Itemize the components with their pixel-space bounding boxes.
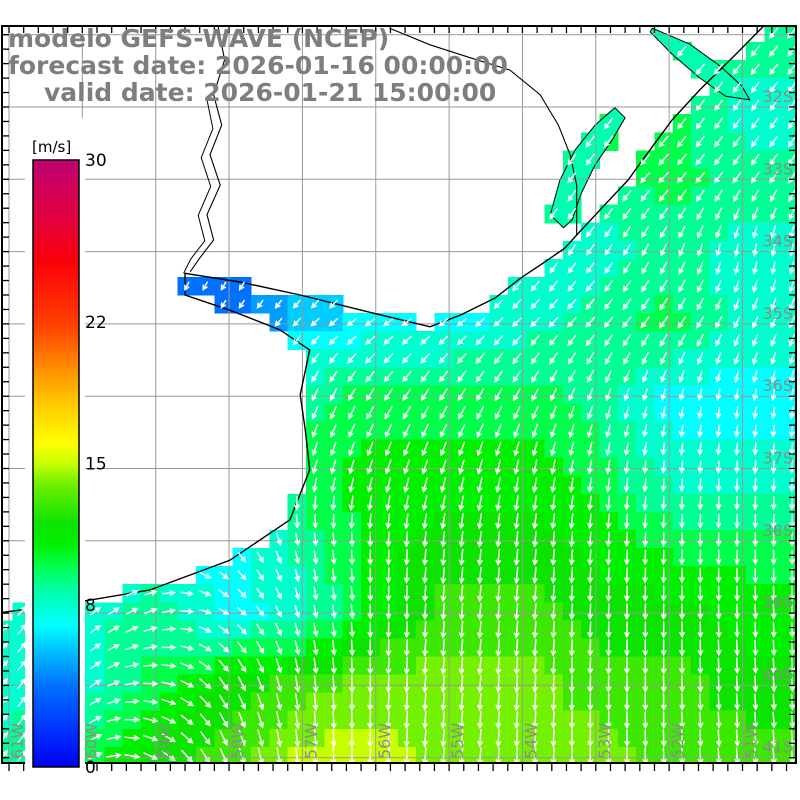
lon-label: 59W (155, 723, 174, 759)
map-frame (1, 25, 797, 764)
river-uruguay-bank (183, 99, 214, 274)
lon-label: 58W (228, 723, 247, 759)
lat-label: 41S (762, 738, 793, 757)
map-title-valid-date: valid date: 2026-01-21 15:00:00 (44, 78, 497, 107)
lat-label: 32S (762, 87, 793, 106)
colorbar: [m/s] 30 22 15 8 0 (25, 118, 107, 782)
map-title-forecast-date: forecast date: 2026-01-16 00:00:00 (8, 51, 508, 80)
graticule-labels: 61W 60W 59W 58W 57W 56W 55W 54W 53W 52W 51W 32S 33S 3… (8, 87, 793, 759)
lon-label: 54W (521, 723, 540, 759)
lon-label: 56W (375, 723, 394, 759)
lat-label: 36S (762, 376, 793, 395)
colorbar-tick-label: 22 (85, 313, 107, 333)
axis-ticks (2, 26, 796, 771)
country-border (389, 27, 578, 235)
coastline (1, 26, 764, 614)
lon-label: 60W (81, 723, 100, 759)
colorbar-unit-label: [m/s] (32, 138, 71, 156)
lon-label: 51W (742, 723, 761, 759)
colorbar-gradient (32, 159, 80, 768)
lon-label: 55W (448, 723, 467, 759)
lat-label: 37S (762, 449, 793, 468)
lon-label: 53W (595, 723, 614, 759)
river-uruguay (189, 25, 226, 273)
lat-label: 40S (762, 665, 793, 684)
lon-label: 57W (301, 723, 320, 759)
map-title-model: modelo GEFS-WAVE (NCEP) (8, 24, 390, 53)
lat-label: 38S (762, 521, 793, 540)
lon-label: 61W (8, 723, 27, 759)
lat-label: 35S (762, 304, 793, 323)
colorbar-tick-label: 30 (85, 151, 107, 171)
lat-label: 34S (762, 232, 793, 251)
lon-label: 52W (668, 723, 687, 759)
colorbar-tick-label: 8 (85, 596, 96, 616)
colorbar-tick-label: 15 (85, 455, 107, 475)
lat-label: 33S (762, 159, 793, 178)
lat-label: 39S (762, 593, 793, 612)
coastline-layer (1, 25, 764, 614)
colorbar-tick-label: 0 (85, 758, 96, 778)
